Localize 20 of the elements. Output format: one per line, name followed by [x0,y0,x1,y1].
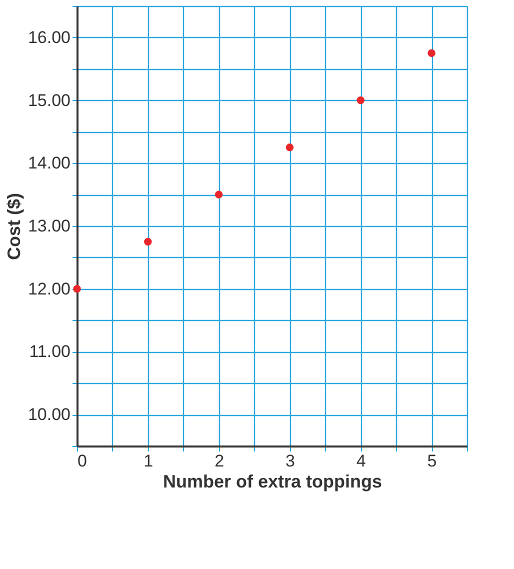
x-tick-label: 1 [144,452,154,470]
y-tick-label: 15.00 [28,90,70,110]
x-tick-label: 4 [356,452,366,470]
point [286,144,294,152]
point [214,190,223,198]
y-tick-label: 13.00 [28,216,70,236]
y-tick-label: 11.00 [29,342,70,362]
point [356,96,365,104]
y-tick-label: 10.00 [28,405,70,424]
y-axis-title: Cost ($) [4,192,24,260]
y-tick-label: 14.00 [28,154,70,173]
x-axis-title: Number of extra toppings [162,472,382,492]
x-tick-label: 0 [78,452,87,470]
y-tick-label: 12.00 [28,279,70,298]
x-tick-label: 3 [285,452,295,470]
y-tick-label: 16.00 [28,28,70,47]
point [428,49,436,58]
x-tick-label: 2 [214,452,224,470]
x-tick-label: 5 [427,452,437,470]
point [144,238,152,246]
